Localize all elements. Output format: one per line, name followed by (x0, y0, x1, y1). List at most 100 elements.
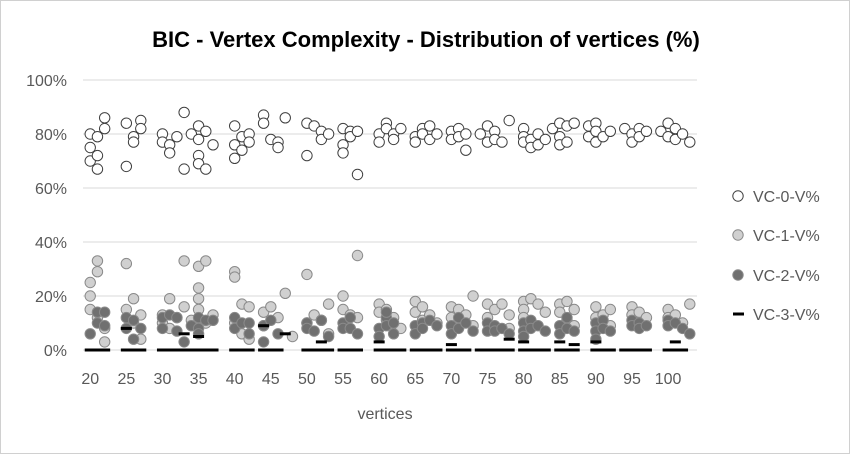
data-point (445, 343, 457, 347)
x-tick-label: 50 (298, 371, 316, 388)
data-point (561, 311, 573, 324)
data-point (84, 348, 96, 352)
x-tick-label: 30 (154, 371, 172, 388)
data-point (496, 298, 508, 310)
data-point (91, 255, 104, 267)
data-point (163, 147, 176, 159)
y-tick-label: 0% (44, 343, 67, 360)
x-tick-label: 75 (479, 371, 497, 388)
data-point (640, 348, 652, 352)
x-tick-label: 95 (623, 371, 641, 388)
data-point (128, 348, 140, 352)
data-point (387, 317, 400, 329)
data-point (373, 330, 385, 343)
data-point (344, 348, 356, 352)
x-axis-title: vertices (357, 406, 412, 423)
data-point (503, 309, 515, 321)
data-point (185, 348, 197, 352)
y-tick-label: 40% (35, 235, 67, 252)
x-tick-label: 35 (190, 371, 208, 388)
data-point (337, 348, 349, 352)
legend-label: VC-0-V% (753, 189, 820, 206)
data-point (380, 306, 393, 318)
data-point (322, 128, 335, 140)
data-point (626, 348, 638, 352)
data-point (301, 268, 313, 281)
data-point (308, 325, 320, 337)
data-point (532, 348, 544, 352)
data-point (192, 282, 205, 294)
data-point (460, 317, 472, 329)
data-point (669, 348, 681, 352)
data-point (207, 348, 219, 352)
data-point (243, 348, 255, 352)
data-point (207, 139, 219, 151)
data-point (503, 348, 515, 352)
data-point (265, 348, 277, 352)
data-point (525, 348, 537, 352)
data-point (417, 348, 429, 352)
data-point (91, 149, 104, 162)
data-point (539, 133, 552, 146)
data-point (178, 255, 190, 267)
data-point (308, 348, 320, 352)
data-point (460, 144, 472, 156)
data-point (496, 136, 508, 148)
x-tick-label: 40 (226, 371, 244, 388)
data-point (207, 314, 219, 326)
data-point (416, 301, 429, 313)
data-point (518, 348, 530, 352)
data-point (156, 348, 168, 352)
data-point (619, 348, 631, 352)
data-point (135, 322, 147, 335)
data-point (322, 298, 335, 310)
data-point (416, 322, 429, 335)
data-point (431, 320, 443, 332)
data-point (351, 328, 364, 340)
data-point (590, 340, 602, 344)
data-point (373, 136, 385, 148)
data-point (243, 328, 255, 340)
data-point (684, 136, 696, 148)
data-point (228, 271, 241, 283)
data-point (554, 348, 566, 352)
legend: VC-0-V% VC-1-V% VC-2-V% VC-3-V% (732, 189, 820, 324)
data-point (431, 348, 443, 352)
data-point (424, 348, 436, 352)
legend-item: VC-1-V% (732, 228, 820, 245)
data-point (178, 332, 190, 336)
data-point (200, 163, 212, 175)
data-point (98, 320, 111, 332)
data-point (590, 348, 602, 352)
data-point (193, 348, 205, 352)
data-point (460, 348, 472, 352)
data-point (91, 131, 104, 143)
x-tick-label: 55 (334, 371, 352, 388)
data-point (640, 320, 653, 332)
y-tick-label: 100% (26, 73, 67, 90)
data-point (322, 330, 335, 343)
data-point (120, 160, 133, 173)
data-point (258, 324, 270, 328)
data-point (200, 125, 212, 138)
data-point (561, 295, 573, 308)
data-point (193, 335, 205, 338)
data-point (474, 128, 486, 140)
data-point (496, 348, 508, 352)
legend-marker (732, 190, 744, 202)
data-point (228, 120, 241, 132)
data-point (257, 336, 270, 348)
data-point (380, 348, 392, 352)
data-point (684, 328, 696, 340)
data-point (171, 348, 183, 352)
data-point (120, 257, 133, 270)
data-point (503, 114, 515, 127)
data-point (200, 255, 212, 267)
x-tick-label: 85 (551, 371, 569, 388)
data-point (568, 117, 580, 129)
legend-item: VC-0-V% (732, 189, 820, 206)
data-point (539, 325, 552, 337)
data-point (84, 290, 96, 302)
data-point (265, 314, 277, 326)
